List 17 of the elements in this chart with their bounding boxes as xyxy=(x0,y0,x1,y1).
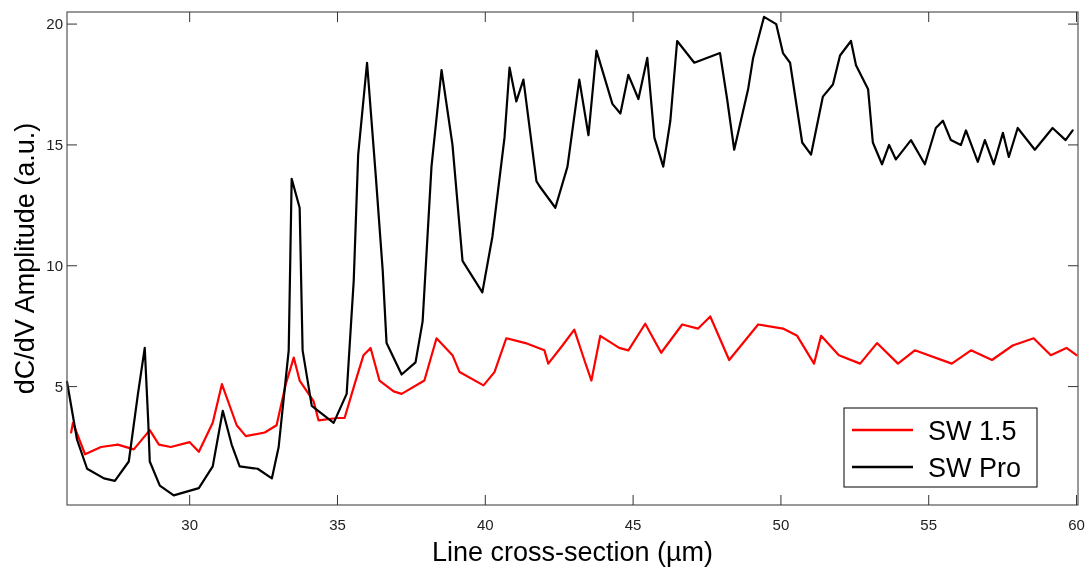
x-tick-label: 45 xyxy=(624,516,642,533)
x-axis-title: Line cross-section (µm) xyxy=(431,537,714,567)
x-tick-label: 30 xyxy=(181,516,199,533)
y-tick-label: 5 xyxy=(54,377,63,395)
legend-label: SW 1.5 xyxy=(928,416,1017,446)
y-axis-title: dC/dV Amplitude (a.u.) xyxy=(10,122,40,395)
legend-label: SW Pro xyxy=(928,453,1022,483)
line-series xyxy=(70,315,1078,456)
y-tick-label: 15 xyxy=(46,135,63,153)
line-series xyxy=(65,15,1074,497)
y-tick-label: 20 xyxy=(46,15,63,33)
y-tick-label: 10 xyxy=(46,256,63,274)
x-tick-label: 55 xyxy=(920,516,938,533)
x-tick-label: 50 xyxy=(772,516,790,533)
x-tick-label: 60 xyxy=(1068,516,1085,533)
x-tick-label: 35 xyxy=(329,516,346,533)
x-tick-label: 40 xyxy=(476,516,494,533)
